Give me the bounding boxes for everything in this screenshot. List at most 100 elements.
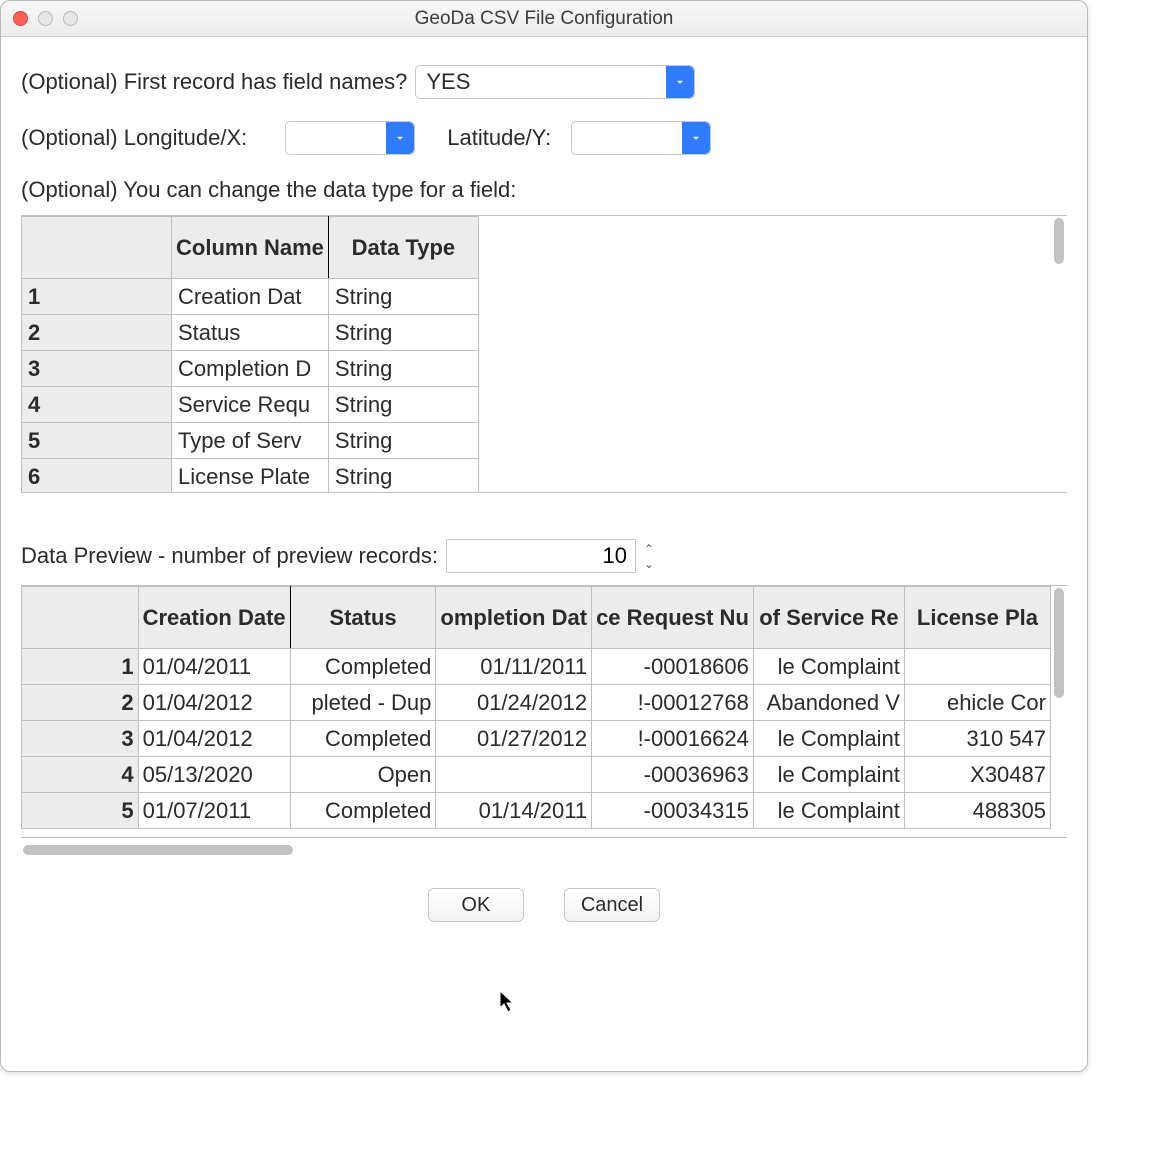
longitude-label: (Optional) Longitude/X: bbox=[21, 125, 247, 151]
cancel-button[interactable]: Cancel bbox=[564, 888, 660, 922]
change-type-label: (Optional) You can change the data type … bbox=[21, 177, 516, 203]
column-name-cell[interactable]: Service Requ bbox=[172, 387, 329, 423]
data-type-cell[interactable]: String bbox=[328, 279, 478, 315]
preview-cell[interactable]: Completed bbox=[290, 721, 436, 757]
mouse-cursor-icon bbox=[499, 990, 519, 1020]
stepper-up-icon[interactable]: ⌃ bbox=[640, 541, 658, 556]
preview-cell[interactable]: 05/13/2020 bbox=[138, 757, 290, 793]
row-number: 3 bbox=[22, 351, 172, 387]
row-number: 2 bbox=[22, 315, 172, 351]
preview-count-stepper[interactable]: ⌃ ⌄ bbox=[640, 541, 658, 571]
preview-cell[interactable]: 01/24/2012 bbox=[436, 685, 592, 721]
preview-cell[interactable]: le Complaint bbox=[753, 757, 904, 793]
column-name-cell[interactable]: Completion D bbox=[172, 351, 329, 387]
preview-cell[interactable]: -00036963 bbox=[592, 757, 754, 793]
window-zoom-button[interactable] bbox=[63, 11, 78, 26]
data-type-cell[interactable]: String bbox=[328, 423, 478, 459]
preview-cell[interactable]: X30487 bbox=[904, 757, 1050, 793]
field-type-table[interactable]: Column Name Data Type 1Creation DatStrin… bbox=[21, 215, 1067, 493]
table-corner bbox=[22, 217, 172, 279]
row-number: 5 bbox=[22, 793, 139, 829]
table-row[interactable]: 6License PlateString bbox=[22, 459, 479, 493]
preview-col-header[interactable]: Status bbox=[290, 587, 436, 649]
data-type-cell[interactable]: String bbox=[328, 315, 478, 351]
field-table-scrollbar[interactable] bbox=[1051, 216, 1067, 492]
preview-count-input[interactable] bbox=[446, 539, 636, 573]
preview-col-header[interactable]: of Service Re bbox=[753, 587, 904, 649]
column-name-cell[interactable]: Status bbox=[172, 315, 329, 351]
table-row[interactable]: 3Completion DString bbox=[22, 351, 479, 387]
table-row[interactable]: 1Creation DatString bbox=[22, 279, 479, 315]
preview-cell[interactable]: 488305 bbox=[904, 793, 1050, 829]
preview-cell[interactable]: 01/11/2011 bbox=[436, 649, 592, 685]
preview-cell[interactable]: 01/07/2011 bbox=[138, 793, 290, 829]
preview-col-header[interactable]: ce Request Nu bbox=[592, 587, 754, 649]
preview-table[interactable]: Creation DateStatusompletion Datce Reque… bbox=[21, 585, 1067, 838]
preview-cell[interactable]: 01/14/2011 bbox=[436, 793, 592, 829]
titlebar: GeoDa CSV File Configuration bbox=[1, 1, 1087, 37]
preview-cell[interactable]: Completed bbox=[290, 793, 436, 829]
row-number: 3 bbox=[22, 721, 139, 757]
window-title: GeoDa CSV File Configuration bbox=[1, 8, 1087, 30]
window-close-button[interactable] bbox=[13, 11, 28, 26]
first-record-label: (Optional) First record has field names? bbox=[21, 69, 407, 95]
row-number: 4 bbox=[22, 757, 139, 793]
table-row[interactable]: 101/04/2011Completed01/11/2011-00018606l… bbox=[22, 649, 1051, 685]
table-row[interactable]: 405/13/2020Open -00036963le ComplaintX304… bbox=[22, 757, 1051, 793]
table-row[interactable]: 301/04/2012Completed01/27/2012!-00016624… bbox=[22, 721, 1051, 757]
preview-col-header[interactable]: Creation Date bbox=[138, 587, 290, 649]
first-record-dropdown[interactable]: YES bbox=[415, 65, 695, 99]
preview-cell[interactable]: 01/04/2011 bbox=[138, 649, 290, 685]
preview-col-header[interactable]: ompletion Dat bbox=[436, 587, 592, 649]
preview-cell[interactable]: -00034315 bbox=[592, 793, 754, 829]
data-type-cell[interactable]: String bbox=[328, 459, 478, 493]
preview-cell[interactable]: pleted - Dup bbox=[290, 685, 436, 721]
preview-cell[interactable]: Open bbox=[290, 757, 436, 793]
preview-cell[interactable]: !-00012768 bbox=[592, 685, 754, 721]
preview-table-vscrollbar[interactable] bbox=[1051, 586, 1067, 837]
table-row[interactable]: 5Type of ServString bbox=[22, 423, 479, 459]
preview-cell[interactable]: Completed bbox=[290, 649, 436, 685]
table-row[interactable]: 2StatusString bbox=[22, 315, 479, 351]
preview-cell[interactable]: 310 547 bbox=[904, 721, 1050, 757]
chevron-down-icon bbox=[682, 122, 710, 154]
table-row[interactable]: 501/07/2011Completed01/14/2011-00034315l… bbox=[22, 793, 1051, 829]
column-name-cell[interactable]: License Plate bbox=[172, 459, 329, 493]
preview-cell[interactable]: 01/04/2012 bbox=[138, 721, 290, 757]
data-type-cell[interactable]: String bbox=[328, 351, 478, 387]
preview-cell[interactable]: !-00016624 bbox=[592, 721, 754, 757]
window-minimize-button[interactable] bbox=[38, 11, 53, 26]
row-number: 1 bbox=[22, 649, 139, 685]
preview-cell[interactable]: le Complaint bbox=[753, 721, 904, 757]
latitude-dropdown[interactable] bbox=[571, 121, 711, 155]
preview-cell[interactable]: 01/27/2012 bbox=[436, 721, 592, 757]
preview-cell[interactable] bbox=[436, 757, 592, 793]
latitude-label: Latitude/Y: bbox=[447, 125, 551, 151]
preview-cell[interactable]: 01/04/2012 bbox=[138, 685, 290, 721]
preview-label: Data Preview - number of preview records… bbox=[21, 543, 438, 569]
preview-cell[interactable]: le Complaint bbox=[753, 649, 904, 685]
column-name-cell[interactable]: Creation Dat bbox=[172, 279, 329, 315]
table-row[interactable]: 4Service RequString bbox=[22, 387, 479, 423]
row-number: 2 bbox=[22, 685, 139, 721]
ok-button-label: OK bbox=[461, 894, 490, 917]
column-name-cell[interactable]: Type of Serv bbox=[172, 423, 329, 459]
preview-cell[interactable]: -00018606 bbox=[592, 649, 754, 685]
preview-cell[interactable]: ehicle Cor bbox=[904, 685, 1050, 721]
preview-cell[interactable]: le Complaint bbox=[753, 793, 904, 829]
table-corner bbox=[22, 587, 139, 649]
preview-cell[interactable] bbox=[904, 649, 1050, 685]
table-row[interactable]: 201/04/2012pleted - Dup01/24/2012!-00012… bbox=[22, 685, 1051, 721]
preview-table-hscrollbar[interactable] bbox=[21, 842, 1067, 858]
column-name-header[interactable]: Column Name bbox=[172, 217, 329, 279]
longitude-dropdown[interactable] bbox=[285, 121, 415, 155]
data-type-header[interactable]: Data Type bbox=[328, 217, 478, 279]
row-number: 1 bbox=[22, 279, 172, 315]
preview-cell[interactable]: Abandoned V bbox=[753, 685, 904, 721]
stepper-down-icon[interactable]: ⌄ bbox=[640, 556, 658, 571]
chevron-down-icon bbox=[386, 122, 414, 154]
preview-col-header[interactable]: License Pla bbox=[904, 587, 1050, 649]
row-number: 6 bbox=[22, 459, 172, 493]
ok-button[interactable]: OK bbox=[428, 888, 524, 922]
data-type-cell[interactable]: String bbox=[328, 387, 478, 423]
